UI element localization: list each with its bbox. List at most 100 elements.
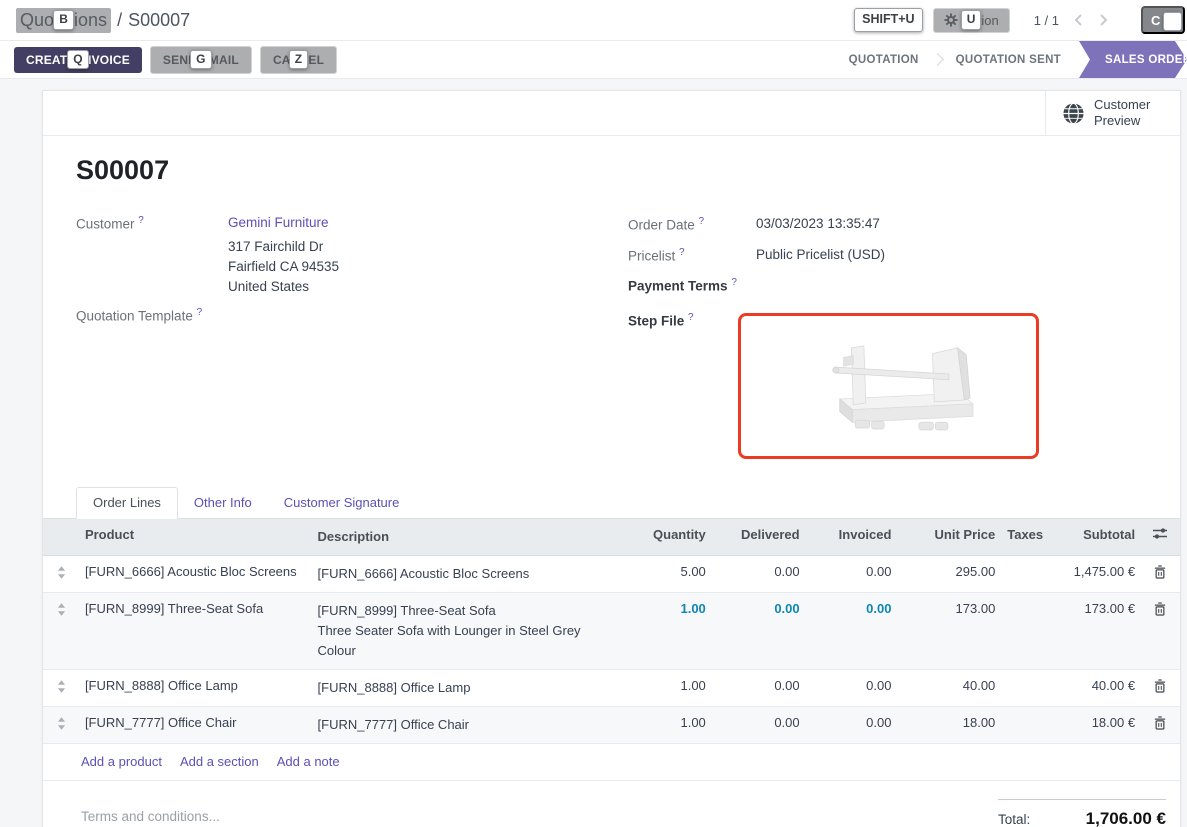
customer-link[interactable]: Gemini Furniture: [228, 215, 329, 230]
hint-badge-shift-u: SHIFT+U: [854, 8, 923, 32]
unit-price-cell[interactable]: 295.00: [955, 564, 996, 579]
help-icon[interactable]: ?: [196, 307, 203, 318]
pager-previous-button[interactable]: [1069, 10, 1089, 30]
help-icon[interactable]: ?: [138, 215, 144, 226]
order-date-value[interactable]: 03/03/2023 13:35:47: [756, 216, 880, 231]
keyboard-hint-overlay: Z: [260, 46, 337, 73]
breadcrumb-separator: /: [117, 9, 123, 30]
taxes-cell[interactable]: [999, 593, 1039, 669]
invoiced-cell[interactable]: 0.00: [866, 715, 892, 730]
description-cell[interactable]: [FURN_6666] Acoustic Bloc Screens: [317, 566, 530, 581]
product-cell[interactable]: [FURN_7777] Office Chair: [84, 715, 237, 730]
quotation-template-input[interactable]: [228, 307, 528, 325]
unit-price-cell[interactable]: 18.00: [962, 715, 996, 730]
taxes-cell[interactable]: [999, 670, 1039, 706]
hint-badge-partial: [1163, 12, 1182, 32]
pager-next-button[interactable]: [1093, 10, 1113, 30]
partial-top-right-button[interactable]: C: [1141, 6, 1185, 34]
delete-line-button[interactable]: [1139, 556, 1180, 592]
product-cell[interactable]: [FURN_6666] Acoustic Bloc Screens: [84, 564, 297, 579]
product-cell[interactable]: [FURN_8999] Three-Seat Sofa: [84, 601, 264, 616]
column-header-unit-price[interactable]: Unit Price: [934, 527, 996, 542]
tab-other-info[interactable]: Other Info: [193, 495, 252, 510]
column-header-taxes[interactable]: Taxes: [1007, 527, 1044, 542]
status-quotation-sent[interactable]: QUOTATION SENT: [955, 53, 1061, 66]
pricelist-value[interactable]: Public Pricelist (USD): [756, 247, 886, 262]
column-header-invoiced[interactable]: Invoiced: [838, 527, 892, 542]
help-icon[interactable]: ?: [698, 216, 705, 227]
create-invoice-button[interactable]: CREATE INVOICE Q: [14, 46, 142, 73]
send-email-button[interactable]: SEND EMAIL G: [149, 45, 252, 74]
total-block: Total: 1,706.00 €: [998, 799, 1166, 827]
unit-price-cell[interactable]: 173.00: [955, 601, 996, 616]
order-line-row[interactable]: [FURN_8888] Office Lamp [FURN_8888] Offi…: [43, 670, 1180, 707]
delete-line-button[interactable]: [1139, 593, 1180, 669]
invoiced-cell[interactable]: 0.00: [866, 564, 892, 579]
status-sales-order[interactable]: SALES ORDER: [1079, 41, 1187, 78]
help-icon[interactable]: ?: [679, 247, 685, 258]
customer-preview-label: Customer Preview: [1094, 96, 1151, 128]
delete-line-button[interactable]: [1139, 670, 1180, 706]
drag-handle-icon[interactable]: [43, 593, 81, 669]
quotation-template-field-label: Quotation Template ?: [76, 307, 203, 324]
quantity-cell[interactable]: 5.00: [680, 564, 706, 579]
payment-terms-field-label: Payment Terms ?: [628, 277, 737, 294]
trash-icon: [1154, 602, 1165, 616]
taxes-cell[interactable]: [999, 707, 1039, 743]
drag-handle-icon[interactable]: [43, 670, 81, 706]
cancel-button[interactable]: CANCEL Z: [259, 45, 338, 74]
quantity-cell[interactable]: 1.00: [680, 601, 706, 616]
drag-handle-icon[interactable]: [43, 707, 81, 743]
order-line-row[interactable]: [FURN_6666] Acoustic Bloc Screens [FURN_…: [43, 556, 1180, 593]
column-header-delivered[interactable]: Delivered: [741, 527, 800, 542]
description-cell[interactable]: [FURN_8888] Office Lamp: [317, 680, 471, 695]
column-header-description[interactable]: Description: [317, 529, 390, 544]
subtotal-cell: 40.00 €: [1091, 678, 1136, 693]
terms-placeholder-input[interactable]: Terms and conditions...: [81, 809, 220, 824]
status-quotation[interactable]: QUOTATION: [848, 53, 919, 66]
description-cell[interactable]: [FURN_7777] Office Chair: [317, 717, 470, 732]
order-title: S00007: [76, 155, 170, 185]
column-header-quantity[interactable]: Quantity: [653, 527, 706, 542]
delete-line-button[interactable]: [1139, 707, 1180, 743]
order-line-row[interactable]: [FURN_7777] Office Chair [FURN_7777] Off…: [43, 707, 1180, 744]
delivered-cell[interactable]: 0.00: [774, 715, 800, 730]
add-section-link[interactable]: Add a section: [179, 754, 259, 769]
column-header-subtotal[interactable]: Subtotal: [1083, 527, 1136, 542]
sliders-icon: [1152, 528, 1167, 539]
product-cell[interactable]: [FURN_8888] Office Lamp: [84, 678, 238, 693]
customer-address-line1: 317 Fairchild Dr: [228, 239, 324, 254]
quantity-cell[interactable]: 1.00: [680, 678, 706, 693]
payment-terms-input[interactable]: [756, 277, 1016, 295]
keyboard-hint-overlay: B: [16, 7, 112, 33]
tab-customer-signature[interactable]: Customer Signature: [283, 495, 400, 510]
delivered-cell[interactable]: 0.00: [774, 564, 800, 579]
step-file-preview[interactable]: [738, 313, 1039, 459]
invoiced-cell[interactable]: 0.00: [866, 678, 892, 693]
quantity-cell[interactable]: 1.00: [680, 715, 706, 730]
action-menu-button[interactable]: Action U: [932, 7, 1010, 33]
add-product-link[interactable]: Add a product: [81, 754, 162, 769]
subtotal-cell: 1,475.00 €: [1073, 564, 1136, 579]
unit-price-cell[interactable]: 40.00: [962, 678, 996, 693]
optional-columns-button[interactable]: [1139, 519, 1180, 555]
delivered-cell[interactable]: 0.00: [774, 678, 800, 693]
invoiced-cell[interactable]: 0.00: [866, 601, 892, 616]
column-header-product[interactable]: Product: [84, 527, 135, 542]
customer-preview-button[interactable]: Customer Preview: [1045, 91, 1180, 135]
help-icon[interactable]: ?: [731, 277, 737, 288]
add-note-link[interactable]: Add a note: [276, 754, 340, 769]
tab-order-lines[interactable]: Order Lines: [76, 487, 178, 519]
delivered-cell[interactable]: 0.00: [774, 601, 800, 616]
order-line-row[interactable]: [FURN_8999] Three-Seat Sofa [FURN_8999] …: [43, 593, 1180, 670]
sale-order-form-card: Customer Preview S00007 Customer ? Gemin…: [42, 90, 1181, 827]
taxes-cell[interactable]: [999, 556, 1039, 592]
globe-icon: [1062, 102, 1085, 125]
help-icon[interactable]: ?: [688, 312, 694, 323]
total-value: 1,706.00 €: [1085, 809, 1166, 827]
breadcrumb-item-quotations[interactable]: Quotations B: [16, 7, 112, 33]
step-file-field-label: Step File ?: [628, 312, 694, 329]
description-cell[interactable]: [FURN_8999] Three-Seat Sofa Three Seater…: [317, 603, 581, 658]
chevron-left-icon: [1074, 14, 1082, 26]
drag-handle-icon[interactable]: [43, 556, 81, 592]
